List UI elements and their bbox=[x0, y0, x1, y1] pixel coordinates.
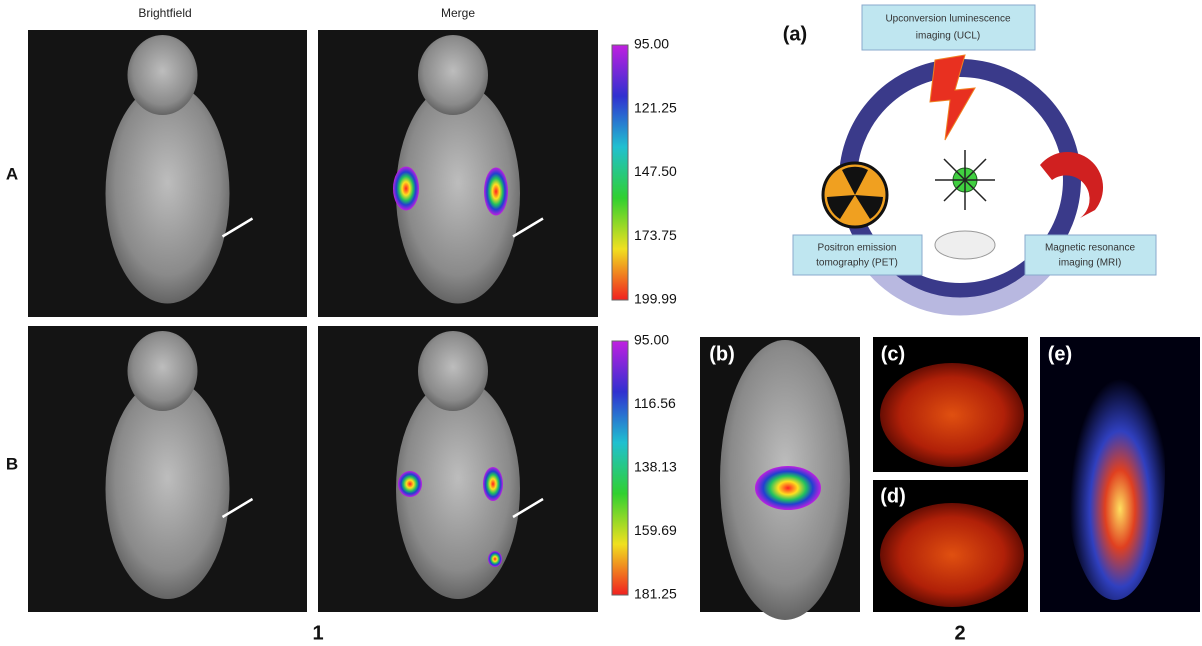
colorbar-label: 116.56 bbox=[634, 395, 676, 411]
row-label: B bbox=[6, 454, 18, 473]
signal-spot bbox=[488, 551, 502, 567]
column-header: Merge bbox=[441, 6, 475, 20]
colorbar-label: 181.25 bbox=[634, 586, 677, 602]
colorbar bbox=[612, 341, 628, 595]
mouse-head bbox=[128, 35, 198, 115]
mouse-body bbox=[106, 379, 230, 599]
pet-scan bbox=[1065, 340, 1165, 600]
subpanel-label: (c) bbox=[881, 343, 905, 365]
colorbar-label: 95.00 bbox=[634, 36, 669, 52]
subpanel-label: (e) bbox=[1048, 343, 1072, 365]
panel-number: 1 bbox=[312, 622, 323, 644]
colorbar-label: 95.00 bbox=[634, 332, 669, 348]
colorbar-label: 121.25 bbox=[634, 99, 677, 115]
mouse-head bbox=[418, 35, 488, 115]
mri-slice bbox=[880, 363, 1024, 467]
mouse-head bbox=[128, 331, 198, 411]
pet-label: Positron emission bbox=[818, 243, 897, 254]
colorbar-label: 147.50 bbox=[634, 163, 677, 179]
signal-spot bbox=[484, 168, 508, 216]
signal-spot bbox=[398, 471, 422, 497]
figure: 95.00 121.25 147.50 173.75 199.99 95.00 116.56… bbox=[0, 0, 1202, 646]
signal-spot bbox=[755, 466, 821, 510]
colorbar-label: 199.99 bbox=[634, 291, 677, 307]
mouse-head bbox=[418, 331, 488, 411]
ucl-label: Upconversion luminescence bbox=[885, 14, 1011, 25]
row-label: A bbox=[6, 164, 18, 183]
nanoparticle-ligands bbox=[935, 150, 995, 210]
mouse-icon bbox=[935, 231, 995, 259]
subpanel-label: (d) bbox=[880, 485, 906, 507]
signal-spot bbox=[393, 167, 419, 211]
mri-box bbox=[1025, 235, 1156, 275]
pet-label: tomography (PET) bbox=[816, 258, 898, 269]
subpanel-label: (a) bbox=[783, 23, 807, 45]
ucl-box bbox=[862, 5, 1035, 50]
mri-slice bbox=[880, 503, 1024, 607]
panel-1: 95.00 121.25 147.50 173.75 199.99 95.00 116.56… bbox=[28, 30, 677, 612]
signal-spot bbox=[483, 467, 503, 501]
colorbar-label: 159.69 bbox=[634, 522, 677, 538]
subpanel-label: (b) bbox=[709, 343, 735, 365]
mouse-body bbox=[106, 84, 230, 304]
colorbar-label: 138.13 bbox=[634, 459, 677, 475]
pet-box bbox=[793, 235, 922, 275]
mri-label: Magnetic resonance bbox=[1045, 243, 1135, 254]
panel-number: 2 bbox=[954, 622, 965, 644]
column-header: Brightfield bbox=[138, 6, 191, 20]
ucl-label: imaging (UCL) bbox=[916, 31, 980, 42]
colorbar bbox=[612, 45, 628, 300]
colorbar-label: 173.75 bbox=[634, 227, 677, 243]
mri-label: imaging (MRI) bbox=[1059, 258, 1122, 269]
